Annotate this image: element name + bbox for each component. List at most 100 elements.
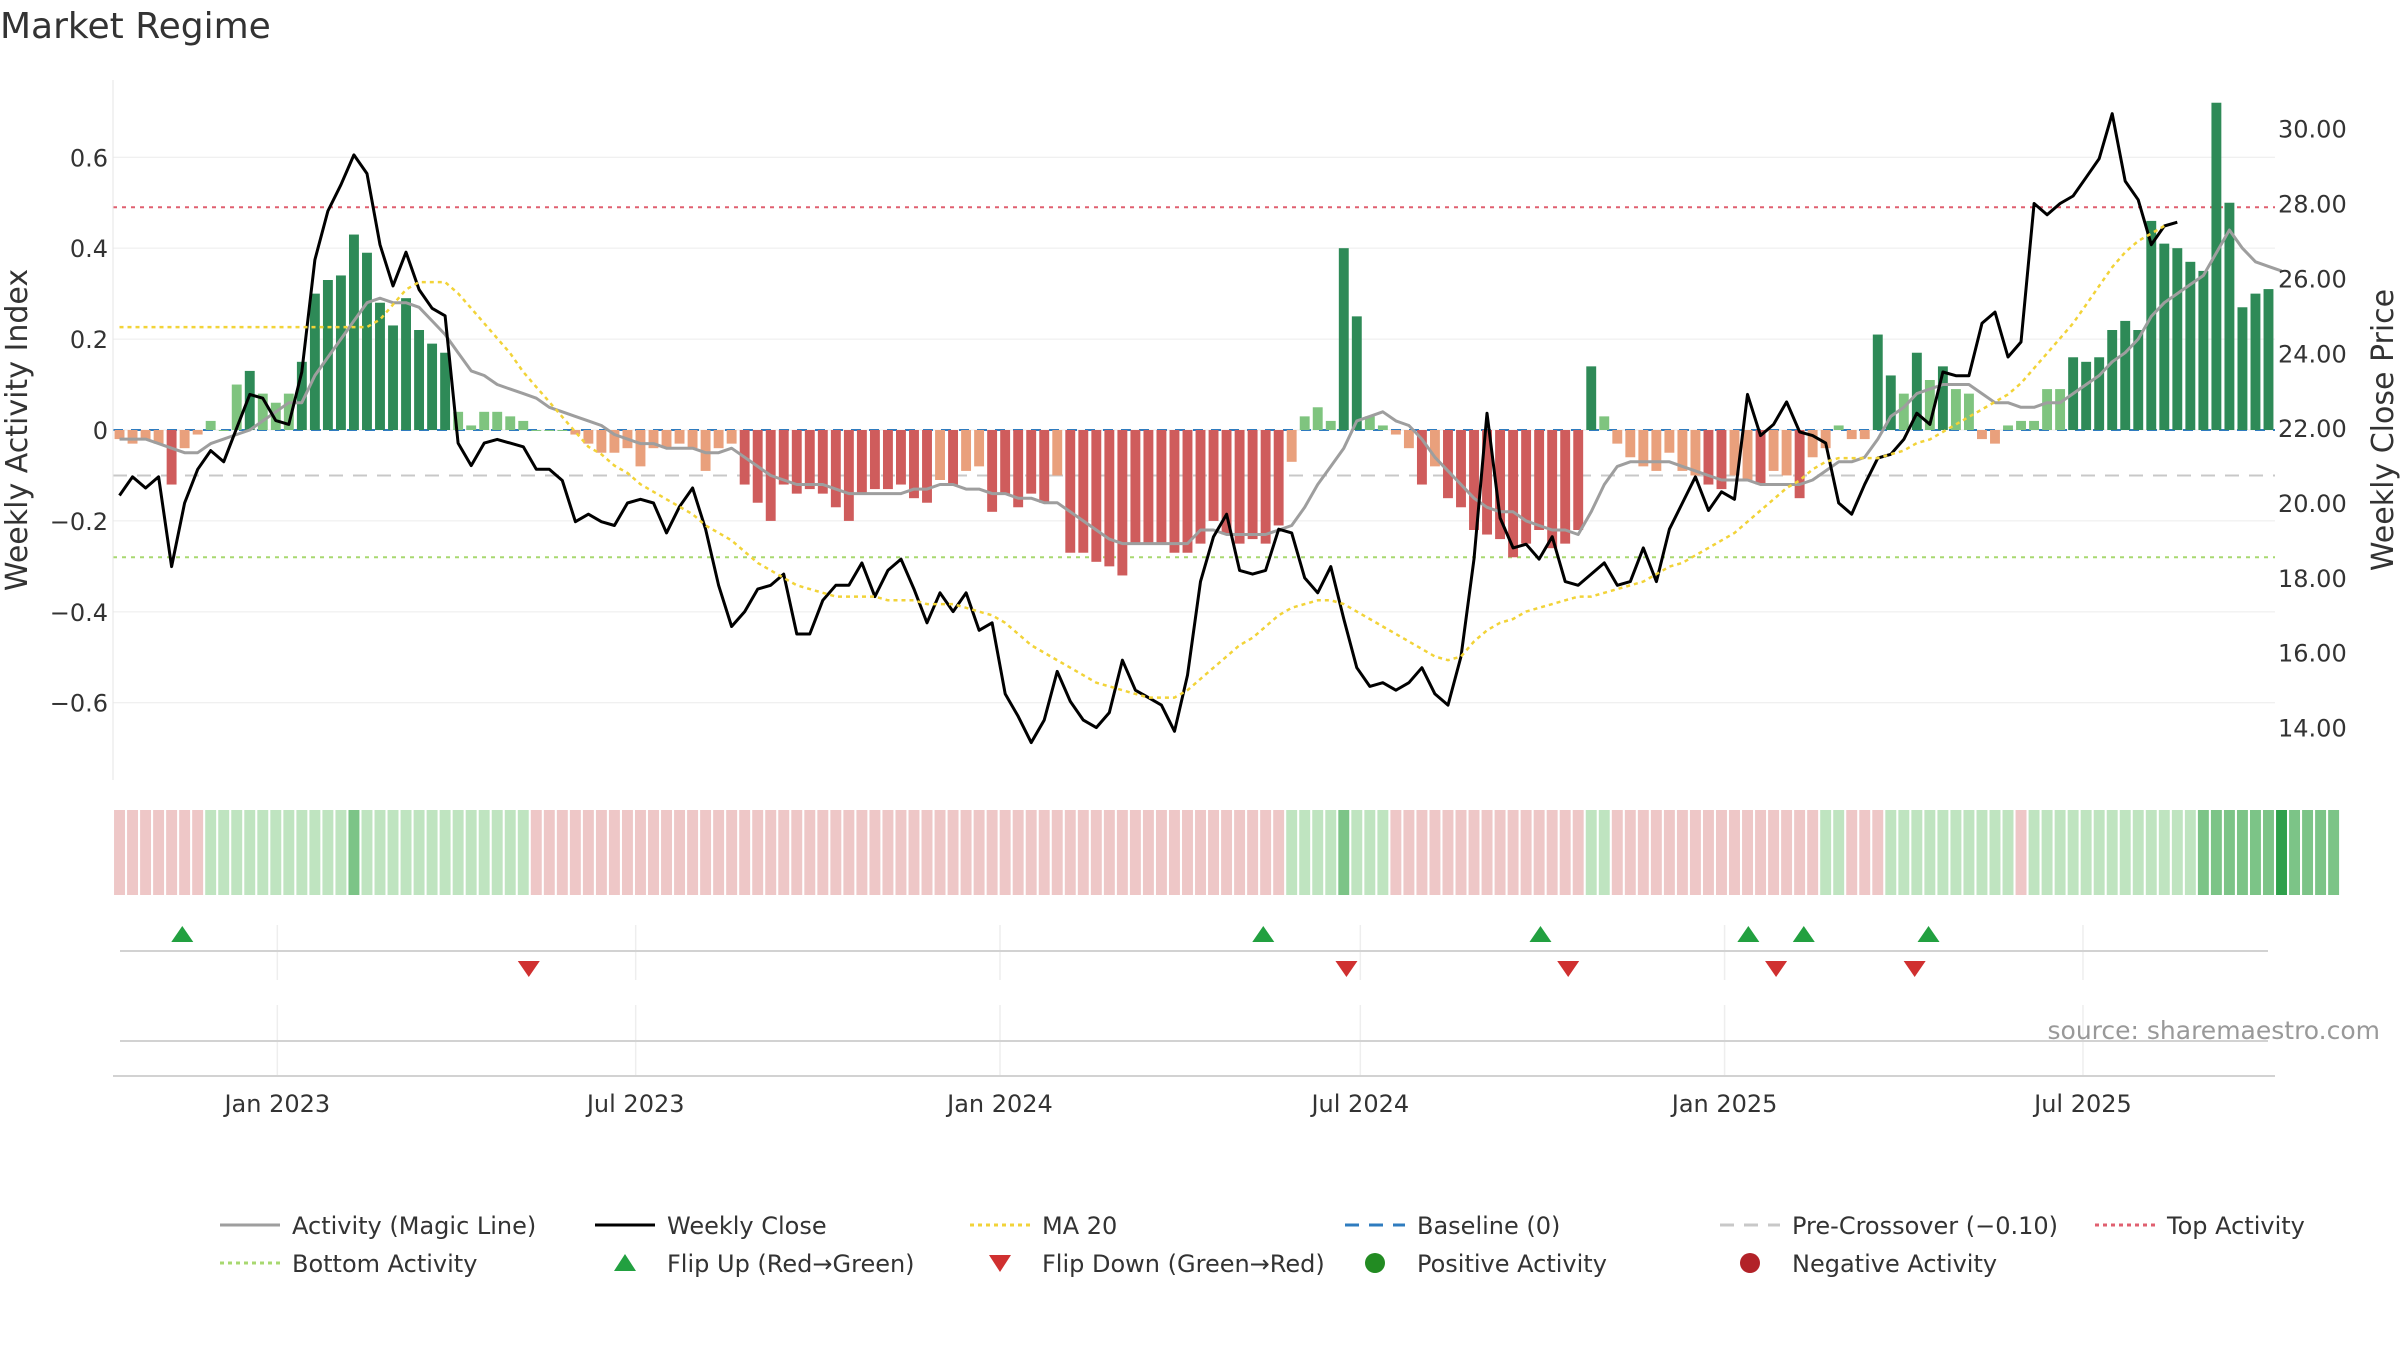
activity-bar <box>1716 430 1727 490</box>
flip-down-marker <box>1557 961 1580 977</box>
regime-cell <box>2067 810 2079 895</box>
activity-bar <box>1312 407 1323 430</box>
regime-cell <box>817 810 829 895</box>
regime-cell <box>778 810 790 895</box>
activity-bar <box>948 430 959 485</box>
regime-cell <box>843 810 855 895</box>
regime-cell <box>2002 810 2014 895</box>
regime-cell <box>895 810 907 895</box>
regime-cell <box>700 810 712 895</box>
regime-cell <box>426 810 438 895</box>
regime-cell <box>1794 810 1806 895</box>
regime-cell <box>1624 810 1636 895</box>
regime-cell <box>309 810 321 895</box>
activity-bar <box>687 430 698 449</box>
right-tick-label: 30.00 <box>2278 116 2347 144</box>
activity-bar <box>1065 430 1076 553</box>
activity-bar <box>1794 430 1805 499</box>
activity-bar <box>2224 202 2235 430</box>
flip-down-marker <box>517 961 540 977</box>
activity-bar <box>2133 330 2144 430</box>
regime-cell <box>504 810 516 895</box>
regime-cell <box>270 810 282 895</box>
activity-bar <box>192 430 203 435</box>
activity-bar <box>2055 389 2066 430</box>
ma20-line <box>119 224 2165 699</box>
activity-bar <box>1937 366 1948 430</box>
activity-bar <box>2081 361 2092 430</box>
activity-bar <box>935 430 945 480</box>
activity-bar <box>1599 416 1610 430</box>
regime-cell <box>752 810 764 895</box>
activity-bar <box>2172 248 2183 430</box>
regime-cell <box>869 810 881 895</box>
activity-bar <box>140 430 151 440</box>
activity-bar <box>1429 430 1440 467</box>
regime-cell <box>1273 810 1285 895</box>
regime-cell <box>1924 810 1936 895</box>
regime-cell <box>1351 810 1363 895</box>
x-tick-label: Jan 2023 <box>222 1090 330 1118</box>
activity-bar <box>987 430 998 512</box>
activity-bar <box>414 330 425 430</box>
activity-bar <box>817 430 828 494</box>
activity-bar <box>1117 430 1128 576</box>
activity-bar <box>1521 430 1532 544</box>
regime-cell <box>1012 810 1024 895</box>
activity-bar <box>348 234 359 430</box>
regime-cell <box>556 810 568 895</box>
activity-bar <box>127 430 138 444</box>
activity-bar <box>1013 430 1024 508</box>
activity-bar <box>1403 430 1414 449</box>
activity-bar <box>479 411 490 430</box>
activity-bar <box>544 430 555 431</box>
legend-swatch <box>1365 1253 1385 1273</box>
legend-label: Activity (Magic Line) <box>292 1212 536 1240</box>
activity-bar <box>2237 307 2248 430</box>
regime-cell <box>1872 810 1884 895</box>
regime-cell <box>2210 810 2222 895</box>
activity-bar <box>153 430 164 444</box>
regime-cell <box>1650 810 1662 895</box>
regime-cell <box>1090 810 1102 895</box>
activity-bar <box>1104 430 1115 567</box>
reference-lines <box>113 206 2275 559</box>
regime-cell <box>413 810 425 895</box>
left-tick-label: −0.4 <box>50 599 108 627</box>
activity-bar <box>466 425 477 430</box>
activity-bar <box>440 352 451 430</box>
regime-cell <box>1702 810 1714 895</box>
right-tick-label: 22.00 <box>2278 415 2347 443</box>
regime-cell <box>517 810 529 895</box>
legend-swatch <box>1740 1253 1760 1273</box>
activity-bar <box>335 275 346 430</box>
right-tick-label: 28.00 <box>2278 191 2347 219</box>
flip-up-marker <box>1792 926 1815 942</box>
right-tick-label: 24.00 <box>2278 340 2347 368</box>
x-axis-ticks: Jan 2023 Jul 2023 Jan 2024 Jul 2024 Jan 2025… <box>222 1090 2131 1118</box>
activity-bar <box>283 393 294 430</box>
regime-cell <box>1234 810 1246 895</box>
regime-cell <box>1820 810 1832 895</box>
right-tick-label: 26.00 <box>2278 265 2347 293</box>
activity-bar <box>1924 380 1935 430</box>
activity-bar <box>1898 393 1909 430</box>
regime-cell <box>1286 810 1298 895</box>
activity-bar <box>518 420 529 430</box>
regime-cell <box>1182 810 1193 895</box>
regime-cell <box>114 810 125 895</box>
left-tick-label: 0.2 <box>70 326 108 354</box>
regime-cell <box>1742 810 1753 895</box>
regime-cell <box>2054 810 2066 895</box>
activity-bar <box>2146 220 2157 430</box>
activity-bar <box>635 430 646 467</box>
activity-bar <box>2198 270 2209 430</box>
regime-cell <box>1377 810 1389 895</box>
regime-cell <box>374 810 386 895</box>
activity-bar <box>1625 430 1636 458</box>
activity-bar <box>1221 430 1232 535</box>
regime-cell <box>1937 810 1949 895</box>
activity-bar <box>1833 425 1844 430</box>
regime-cell <box>244 810 256 895</box>
activity-bar <box>869 430 880 490</box>
